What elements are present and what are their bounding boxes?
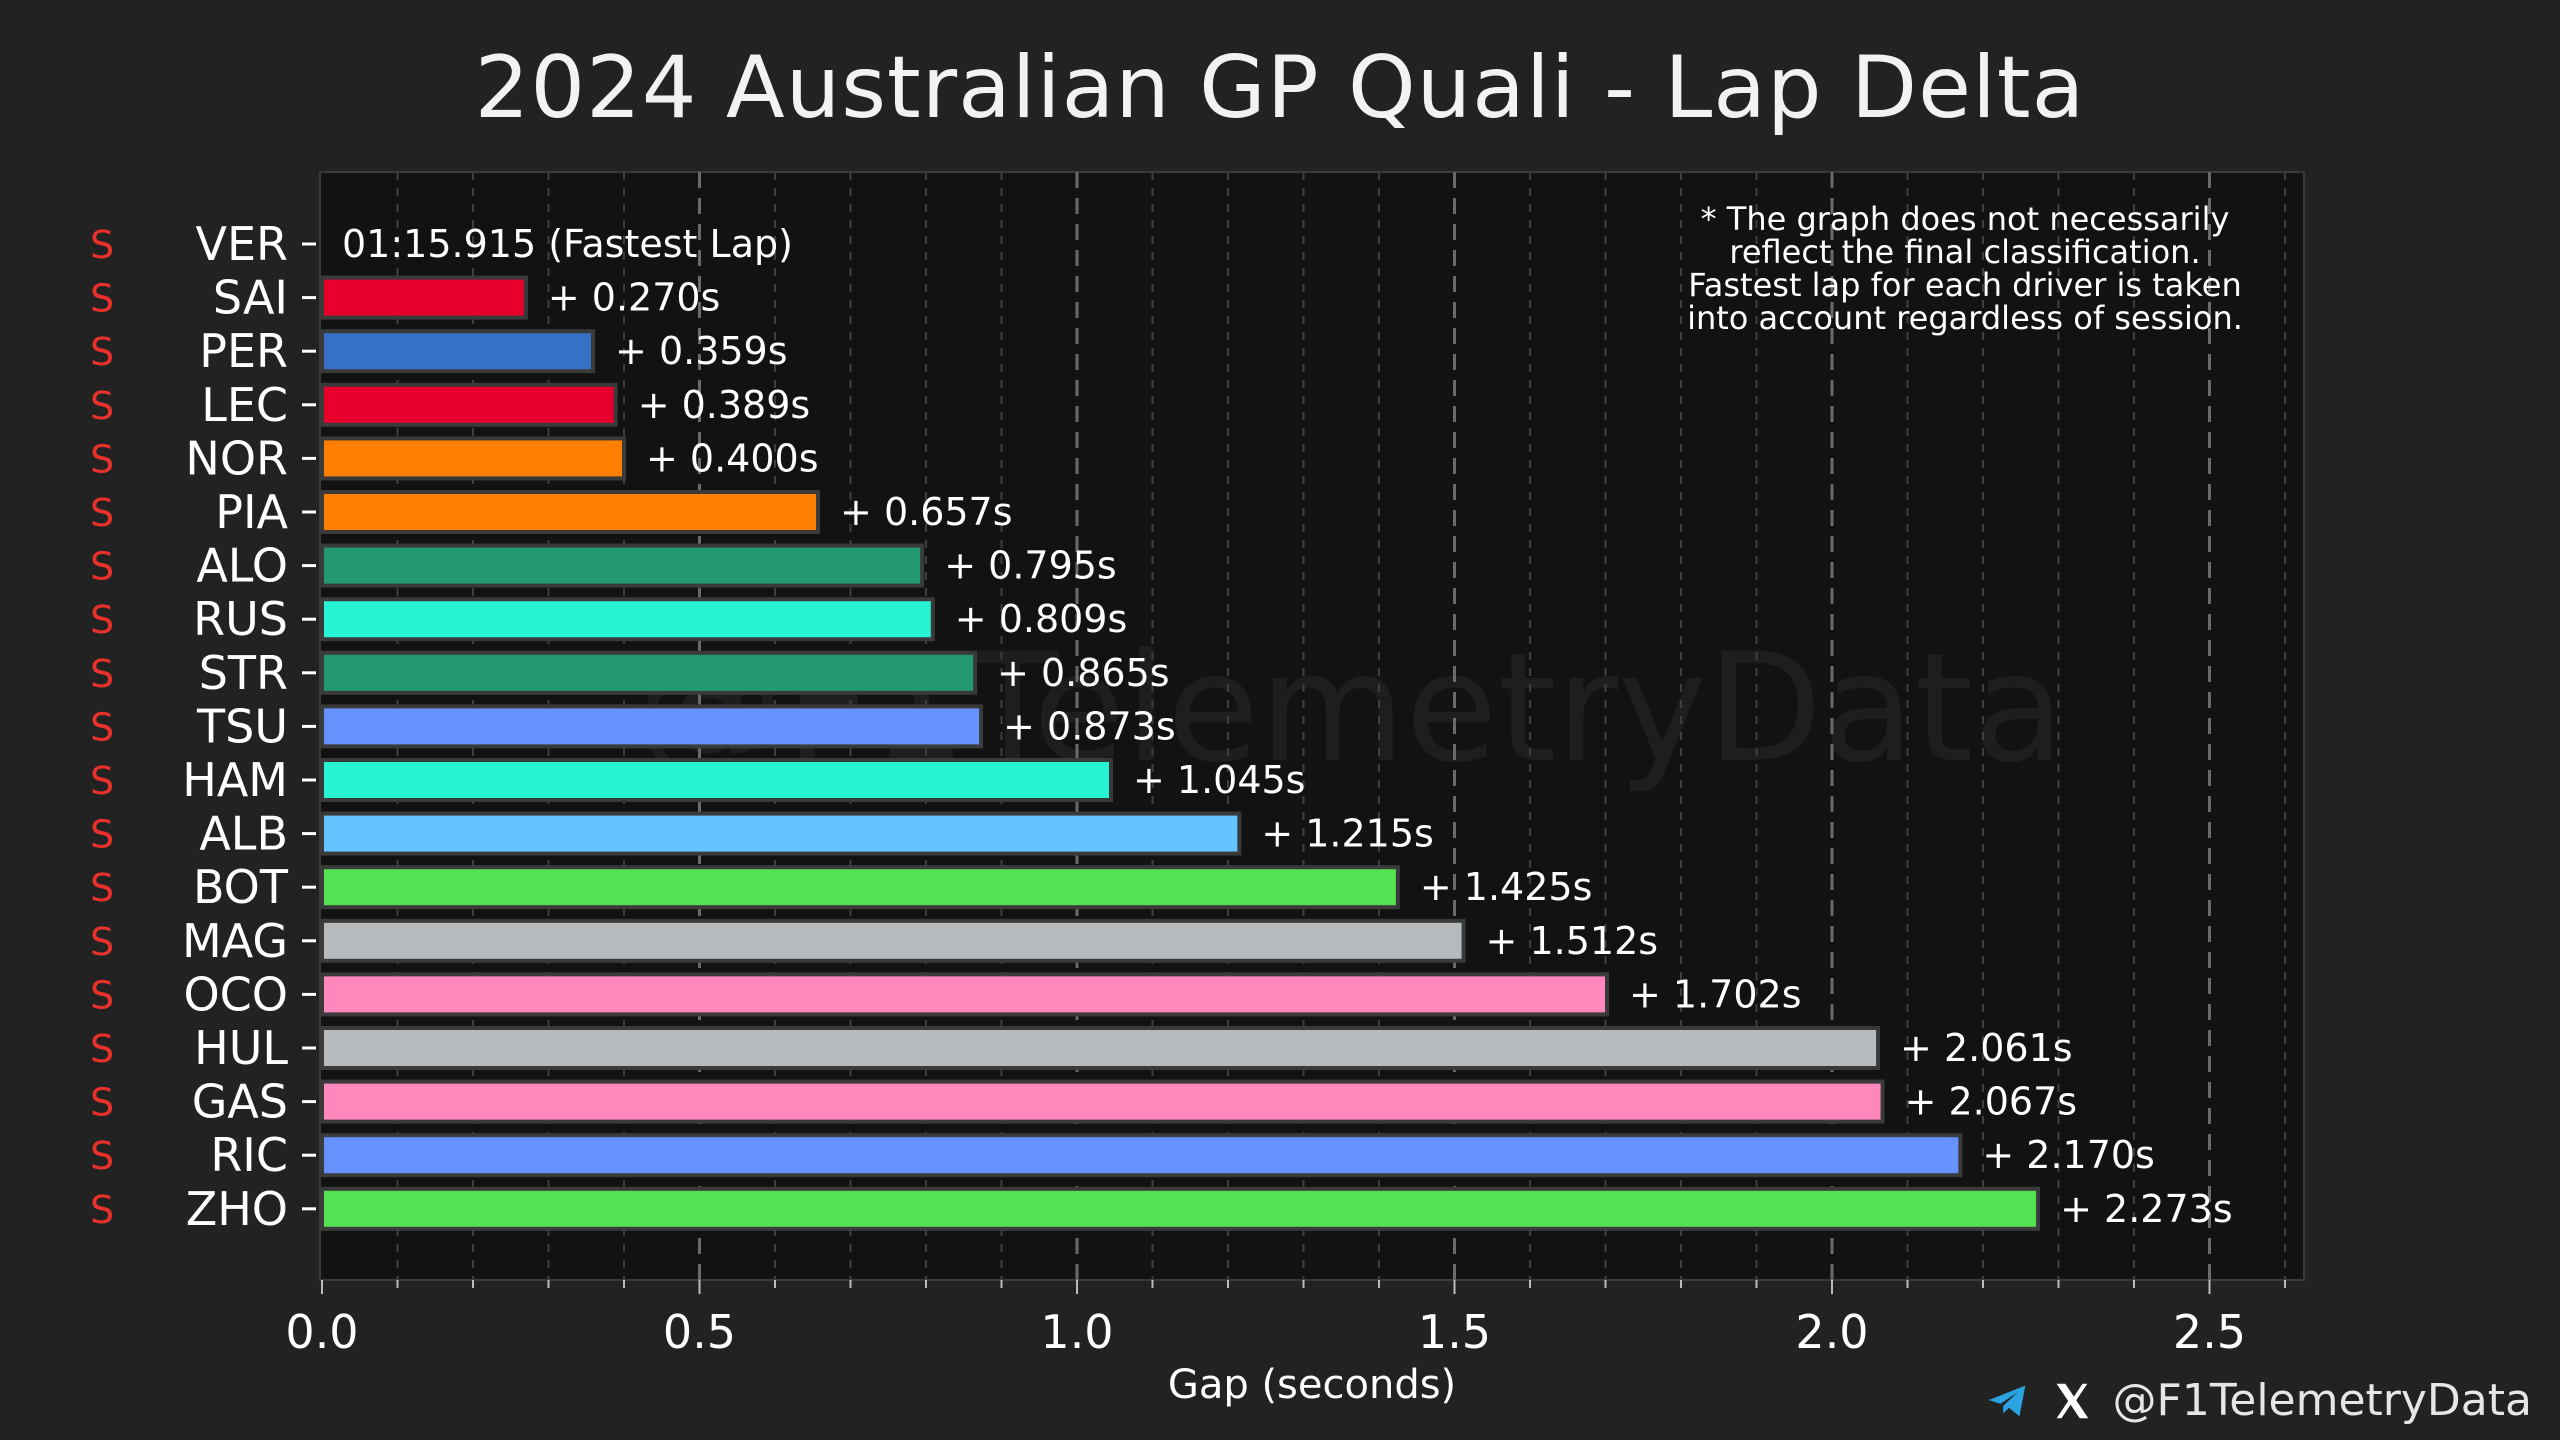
tyre-compound-label: S <box>90 1081 114 1125</box>
note-line-4: into account regardless of session. <box>1687 299 2243 337</box>
driver-label: PER <box>199 324 288 378</box>
note-line-2: reflect the final classification. <box>1729 233 2200 271</box>
bar-tsu <box>320 704 984 749</box>
bar-alb <box>320 811 1242 856</box>
value-label: + 0.657s <box>840 490 1013 534</box>
driver-label: STR <box>199 646 288 700</box>
driver-label: VER <box>196 217 289 271</box>
value-label: + 0.809s <box>955 597 1128 641</box>
tyre-compound-label: S <box>90 223 114 267</box>
x-axis-title: Gap (seconds) <box>1168 1362 1456 1408</box>
bar-str <box>320 650 978 695</box>
value-label: + 2.273s <box>2060 1187 2233 1231</box>
chart-title: 2024 Australian GP Quali - Lap Delta <box>474 38 2086 138</box>
x-tick-label: 0.0 <box>285 1305 358 1359</box>
tyre-compound-label: S <box>90 491 114 535</box>
value-label: + 2.170s <box>1982 1133 2155 1177</box>
bar-per <box>320 329 596 374</box>
driver-label: RUS <box>193 592 288 646</box>
tyre-compound-label: S <box>90 545 114 589</box>
driver-label: MAG <box>182 914 288 968</box>
driver-label: TSU <box>196 699 288 753</box>
x-tick-label: 1.5 <box>1418 1305 1491 1359</box>
tyre-compound-label: S <box>90 1134 114 1178</box>
driver-label: NOR <box>185 431 288 485</box>
driver-label: OCO <box>183 967 288 1021</box>
x-tick-label: 1.0 <box>1040 1305 1113 1359</box>
value-label: + 1.512s <box>1486 919 1659 963</box>
value-label: + 0.795s <box>944 544 1117 588</box>
driver-label: SAI <box>213 271 288 325</box>
tyre-compound-label: S <box>90 920 114 964</box>
value-label: + 2.061s <box>1900 1026 2073 1070</box>
driver-label: GAS <box>192 1075 288 1129</box>
fastest-lap-label: 01:15.915 (Fastest Lap) <box>342 222 793 266</box>
tyre-compound-label: S <box>90 973 114 1017</box>
driver-label: LEC <box>201 378 288 432</box>
value-label: + 0.270s <box>548 276 721 320</box>
value-label: + 0.400s <box>646 436 819 480</box>
value-label: + 0.865s <box>997 651 1170 695</box>
y-axis-labels: S VER S SAI S PER S LEC S NOR S PIA S ALO S RUS S STR S TSU… <box>90 217 316 1236</box>
bar-rus <box>320 597 935 642</box>
x-icon[interactable] <box>2049 1378 2095 1424</box>
footer: @F1TelemetryData <box>1985 1375 2532 1426</box>
bar-mag <box>320 918 1466 963</box>
tyre-compound-label: S <box>90 652 114 696</box>
bar-nor <box>320 436 626 481</box>
x-tick-label: 0.5 <box>663 1305 736 1359</box>
tyre-compound-label: S <box>90 866 114 910</box>
note: * The graph does not necessarily reflect… <box>1687 200 2243 337</box>
bar-alo <box>320 543 925 588</box>
bar-hul <box>320 1026 1881 1070</box>
driver-label: ZHO <box>186 1182 288 1236</box>
x-tick-label: 2.0 <box>1795 1305 1868 1359</box>
tyre-compound-label: S <box>90 1188 114 1232</box>
tyre-compound-label: S <box>90 437 114 481</box>
driver-label: HAM <box>182 753 288 807</box>
note-line-1: * The graph does not necessarily <box>1701 200 2230 238</box>
bar-zho <box>320 1186 2041 1231</box>
tyre-compound-label: S <box>90 384 114 428</box>
tyre-compound-label: S <box>90 813 114 857</box>
value-label: + 1.215s <box>1261 812 1434 856</box>
bar-pia <box>320 490 821 534</box>
telegram-icon[interactable] <box>1985 1378 2031 1424</box>
driver-label: HUL <box>194 1021 288 1075</box>
tyre-compound-label: S <box>90 705 114 749</box>
tyre-compound-label: S <box>90 277 114 321</box>
bar-gas <box>320 1079 1885 1124</box>
value-label: + 0.873s <box>1003 704 1176 748</box>
x-tick-label: 2.5 <box>2173 1305 2246 1359</box>
value-label: + 2.067s <box>1905 1080 2078 1124</box>
driver-label: BOT <box>193 860 289 914</box>
value-label: + 1.702s <box>1629 972 1802 1016</box>
bar-lec <box>320 382 618 427</box>
bar-oco <box>320 972 1610 1017</box>
tyre-compound-label: S <box>90 330 114 374</box>
bar-sai <box>320 275 528 320</box>
tyre-compound-label: S <box>90 1027 114 1071</box>
bar-ham <box>320 758 1113 802</box>
value-label: + 0.389s <box>638 383 811 427</box>
driver-label: RIC <box>210 1128 288 1182</box>
value-label: + 1.425s <box>1420 865 1593 909</box>
bars: 01:15.915 (Fastest Lap) + 0.270s + 0.359s +… <box>320 222 2233 1231</box>
driver-label: ALO <box>196 539 288 593</box>
tyre-compound-label: S <box>90 598 114 642</box>
driver-label: PIA <box>215 485 288 539</box>
value-label: + 0.359s <box>615 329 788 373</box>
value-label: + 1.045s <box>1133 758 1306 802</box>
footer-handle: @F1TelemetryData <box>2112 1375 2532 1426</box>
driver-label: ALB <box>199 807 288 861</box>
bar-bot <box>320 865 1400 910</box>
x-axis-labels: 0.0 0.5 1.0 1.5 2.0 2.5 <box>285 1305 2246 1359</box>
tyre-compound-label: S <box>90 759 114 803</box>
note-line-3: Fastest lap for each driver is taken <box>1688 266 2241 304</box>
bar-ric <box>320 1133 1963 1178</box>
